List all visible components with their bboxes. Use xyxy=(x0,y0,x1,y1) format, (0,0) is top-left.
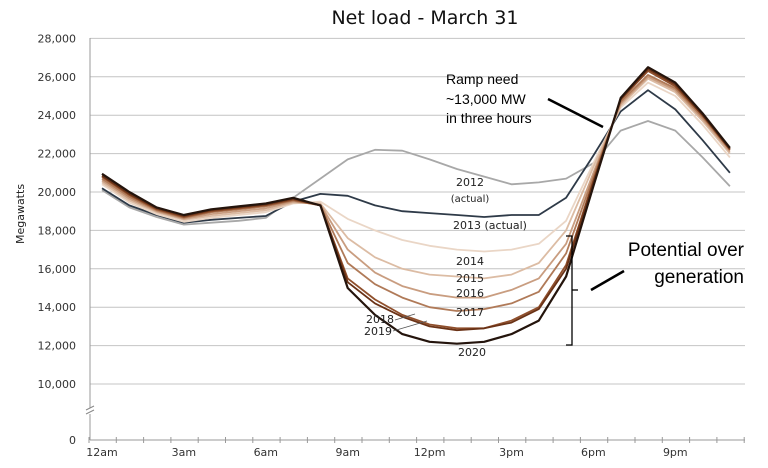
x-tick-label: 3pm xyxy=(499,446,524,459)
label-2018: 2018 xyxy=(366,313,394,326)
y-tick-label: 18,000 xyxy=(38,224,77,237)
x-tick-label: 3am xyxy=(172,446,196,459)
leader-2019 xyxy=(392,320,428,332)
label-2019: 2019 xyxy=(364,325,392,338)
series-line-2017 xyxy=(101,74,731,312)
series-line-2015 xyxy=(101,77,731,280)
ramp-annotation: Ramp need ~13,000 MW in three hours xyxy=(446,71,604,129)
y-tick-label: 10,000 xyxy=(38,378,77,391)
overgen-arrow-line xyxy=(590,269,625,292)
series-line-2019 xyxy=(101,68,731,332)
y-tick-label: 28,000 xyxy=(38,32,77,45)
x-tick-label: 6am xyxy=(254,446,278,459)
label-2017: 2017 xyxy=(456,306,484,319)
series-line-2016 xyxy=(101,75,731,299)
y-tick-label: 14,000 xyxy=(38,301,77,314)
ramp-line-2: ~13,000 MW xyxy=(446,91,527,107)
overgen-line-1: Potential over xyxy=(628,240,745,261)
series-line-2012 xyxy=(101,120,731,226)
x-tick-label: 12am xyxy=(86,446,117,459)
overgen-annotation: Potential over generation xyxy=(566,235,745,346)
series-line-2014 xyxy=(101,81,731,253)
y-tick-label: 0 xyxy=(69,434,76,447)
chart-title: Net load - March 31 xyxy=(331,7,518,29)
ramp-arrow-line xyxy=(547,97,604,129)
axis-break-icon xyxy=(85,405,95,415)
label-2016: 2016 xyxy=(456,287,484,300)
y-tick-label: 24,000 xyxy=(38,109,77,122)
label-2012: 2012 xyxy=(456,176,484,189)
label-2014: 2014 xyxy=(456,255,484,268)
gridlines xyxy=(85,37,745,441)
ramp-line-1: Ramp need xyxy=(446,71,518,87)
label-2013: 2013 (actual) xyxy=(453,219,527,232)
y-ticks: 28,000 26,000 24,000 22,000 20,000 18,000 16,0… xyxy=(38,32,77,447)
leader-2018 xyxy=(394,313,416,321)
x-tick-label: 6pm xyxy=(581,446,606,459)
overgen-line-2: generation xyxy=(654,267,744,288)
x-tick-label: 9am xyxy=(335,446,359,459)
x-tick-label: 12pm xyxy=(414,446,446,459)
label-2015: 2015 xyxy=(456,272,484,285)
y-tick-label: 16,000 xyxy=(38,263,77,276)
series-line-2020 xyxy=(101,66,731,345)
y-axis-label: Megawatts xyxy=(14,184,27,244)
ramp-line-3: in three hours xyxy=(446,110,532,126)
y-tick-label: 22,000 xyxy=(38,148,77,161)
y-tick-label: 12,000 xyxy=(38,340,77,353)
series-labels: 2012 (actual) 2013 (actual) 2014 2015 20… xyxy=(364,176,527,359)
x-tick-label: 9pm xyxy=(663,446,688,459)
y-tick-label: 26,000 xyxy=(38,71,77,84)
series-lines xyxy=(101,66,731,345)
label-2012-sub: (actual) xyxy=(451,194,490,205)
label-2020: 2020 xyxy=(458,346,486,359)
y-tick-label: 20,000 xyxy=(38,186,77,199)
series-line-2013 xyxy=(101,89,731,224)
x-ticks: 12am 3am 6am 9am 12pm 3pm 6pm 9pm xyxy=(86,437,745,459)
